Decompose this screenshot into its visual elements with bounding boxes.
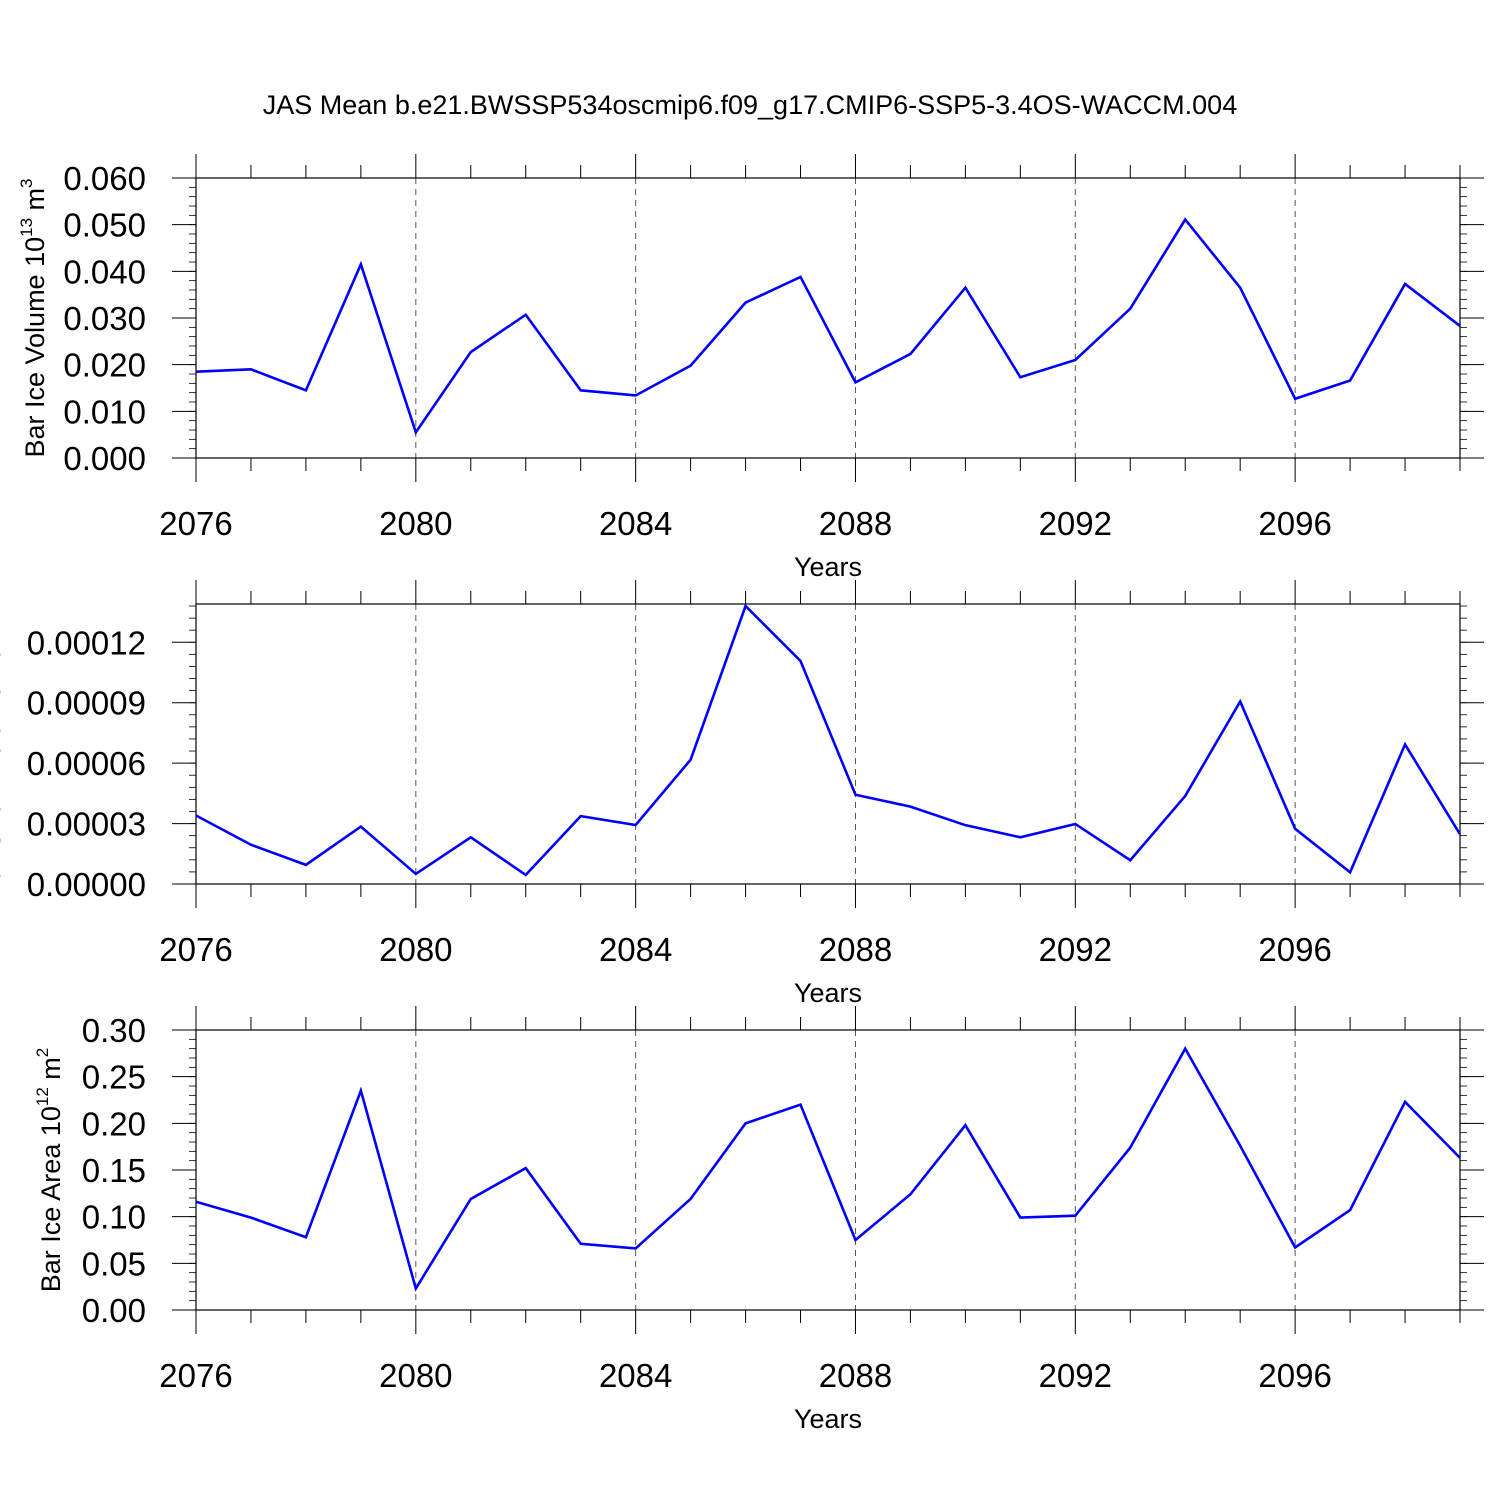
x-tick-label: 2080 xyxy=(379,505,452,542)
x-tick-label: 2096 xyxy=(1258,931,1331,968)
y-tick-label: 0.10 xyxy=(82,1199,146,1236)
x-tick-label: 2092 xyxy=(1039,1357,1112,1394)
x-tick-label: 2084 xyxy=(599,931,672,968)
panel-ice-volume: 0.000 0.010 0.020 0.030 0.040 0.050 0.060 2076 2… xyxy=(17,154,1484,582)
x-tick-label: 2088 xyxy=(819,931,892,968)
y-axis-label: Bar Ice Area 1012 m2 xyxy=(33,1048,66,1293)
y-tick-label: 0.25 xyxy=(82,1059,146,1096)
y-tick-label: 0.040 xyxy=(63,253,146,290)
plot-frame xyxy=(195,177,1461,459)
series-line-ice-volume xyxy=(195,217,1461,436)
y-tick-label: 0.20 xyxy=(82,1105,146,1142)
y-axis-label: Bar Ice Volume 1013 m3 xyxy=(17,178,50,457)
x-tick-label: 2084 xyxy=(599,1357,672,1394)
y-tick-label: 0.020 xyxy=(63,347,146,384)
y-axis-label: Bar Snow Volume 1013 m3 xyxy=(0,589,6,900)
x-tick-label: 2076 xyxy=(159,931,232,968)
x-axis-label: Years xyxy=(794,552,862,582)
chart-title: JAS Mean b.e21.BWSSP534oscmip6.f09_g17.C… xyxy=(263,90,1237,120)
y-tick-label: 0.00003 xyxy=(27,806,146,843)
y-tick-label: 0.050 xyxy=(63,207,146,244)
x-tick-label: 2084 xyxy=(599,505,672,542)
x-tick-label: 2080 xyxy=(379,1357,452,1394)
x-axis-label: Years xyxy=(794,978,862,1008)
x-tick-label: 2076 xyxy=(159,505,232,542)
y-tick-label: 0.30 xyxy=(82,1012,146,1049)
series-line-ice-area xyxy=(195,1046,1461,1292)
plot-frame xyxy=(195,603,1461,885)
y-tick-label: 0.00012 xyxy=(27,624,146,661)
x-tick-label: 2096 xyxy=(1258,1357,1331,1394)
x-tick-label: 2088 xyxy=(819,1357,892,1394)
x-tick-label: 2092 xyxy=(1039,931,1112,968)
x-tick-label: 2080 xyxy=(379,931,452,968)
y-tick-label: 0.000 xyxy=(63,440,146,477)
y-tick-label: 0.00 xyxy=(82,1292,146,1329)
y-tick-label: 0.010 xyxy=(63,393,146,430)
x-axis-label: Years xyxy=(794,1404,862,1434)
y-tick-label: 0.05 xyxy=(82,1245,146,1282)
x-tick-label: 2076 xyxy=(159,1357,232,1394)
x-tick-label: 2096 xyxy=(1258,505,1331,542)
y-tick-label: 0.00006 xyxy=(27,745,146,782)
y-tick-label: 0.00009 xyxy=(27,685,146,722)
series-line-snow-volume xyxy=(195,603,1462,877)
y-tick-label: 0.00000 xyxy=(27,866,146,903)
y-tick-label: 0.030 xyxy=(63,300,146,337)
x-tick-label: 2092 xyxy=(1039,505,1112,542)
x-tick-label: 2088 xyxy=(819,505,892,542)
y-tick-label: 0.060 xyxy=(63,160,146,197)
chart-panels: 0.000 0.010 0.020 0.030 0.040 0.050 0.060 2076 2… xyxy=(0,154,1484,1434)
y-tick-label: 0.15 xyxy=(82,1152,146,1189)
panel-ice-area: 0.00 0.05 0.10 0.15 0.20 0.25 0.30 2076 2080 2084… xyxy=(33,1006,1484,1434)
panel-snow-volume: 0.00000 0.00003 0.00006 0.00009 0.00012 2076 2… xyxy=(0,580,1484,1008)
